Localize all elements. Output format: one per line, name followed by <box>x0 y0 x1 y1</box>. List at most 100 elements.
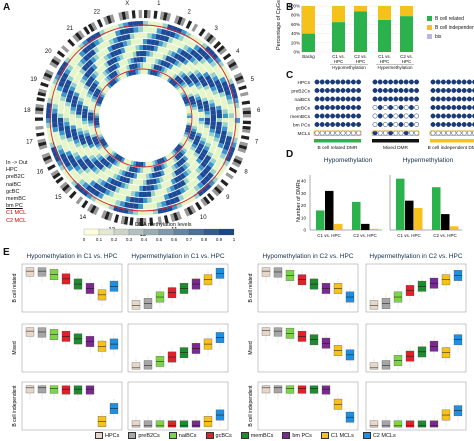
ideogram-band <box>35 120 44 125</box>
boxplot-box <box>61 385 71 395</box>
methylation-ring-cell <box>172 73 178 80</box>
methylation-ring-cell <box>181 192 189 200</box>
methylation-ring-cell <box>130 70 134 76</box>
methylation-ring-cell <box>86 51 93 59</box>
methylation-ring-cell <box>139 179 143 185</box>
methylation-ring-cell <box>76 121 82 126</box>
cpg-circle <box>451 130 457 136</box>
cpg-circle <box>446 113 452 119</box>
methylation-ring-cell <box>198 114 204 118</box>
ideogram-band <box>198 28 206 37</box>
methylation-ring-cell <box>72 135 79 141</box>
methylation-ring-cell <box>85 184 93 192</box>
ideogram-band <box>66 188 75 197</box>
methylation-ring-cell <box>217 142 224 149</box>
methylation-ring-cell <box>214 79 221 86</box>
methylation-ring-cell <box>148 173 153 179</box>
boxplot-frame <box>21 263 123 313</box>
methylation-ring-cell <box>160 59 165 66</box>
cpg-circle <box>345 113 351 119</box>
chromosome-label: 22 <box>93 10 100 16</box>
methylation-ring-cell <box>189 84 196 91</box>
methylation-ring-cell <box>206 151 214 158</box>
panelD-ytick: 40 <box>301 179 307 184</box>
cpg-circle <box>403 113 409 119</box>
methylation-ring-cell <box>64 105 71 111</box>
panelD-bar <box>325 190 334 230</box>
methylation-ring-cell <box>74 64 81 72</box>
methylation-ring-cell <box>99 72 106 79</box>
methylation-ring-cell <box>192 118 198 121</box>
methylation-ring-cell <box>214 56 222 65</box>
methylation-ring-cell <box>106 59 113 67</box>
methylation-ring-cell <box>166 153 172 160</box>
methylation-ring-cell <box>139 57 143 63</box>
methylation-ring-cell <box>204 118 211 122</box>
cpg-circle <box>430 88 436 93</box>
panelB-bar-segment <box>332 6 345 23</box>
boxplot-legend-item: bm PCs <box>282 432 312 439</box>
methylation-ring-cell <box>195 72 203 79</box>
sample-legend-item: C2 MCL <box>6 217 27 224</box>
methylation-ring-cell <box>74 74 82 82</box>
ideogram-band <box>242 125 251 130</box>
methylation-ring-cell <box>91 63 98 71</box>
panelD-title: Hypomethylation <box>324 157 373 164</box>
ideogram-band <box>194 201 203 211</box>
cpg-circle <box>330 88 336 93</box>
methylation-ring-cell <box>171 38 178 46</box>
methylation-ring-cell <box>79 68 86 75</box>
cpg-circle <box>446 79 452 85</box>
cpg-circle <box>388 88 394 93</box>
methylation-ring-cell <box>216 118 222 123</box>
ideogram-band <box>71 192 80 202</box>
chromosome-label: 20 <box>45 49 52 55</box>
methylation-ring-cell <box>188 135 195 141</box>
methylation-ring-cell <box>153 166 158 172</box>
methylation-ring-cell <box>81 65 89 72</box>
methylation-ring-cell <box>156 71 161 78</box>
methylation-ring-cell <box>84 81 92 88</box>
methylation-ring-cell <box>78 178 86 186</box>
chromosome-label: 6 <box>257 108 261 114</box>
methylation-ring-cell <box>176 54 183 62</box>
methylation-ring-cell <box>143 33 148 39</box>
ideogram-band <box>48 166 58 174</box>
chromosome-label: 3 <box>215 26 219 32</box>
methylation-ring-cell <box>172 81 178 88</box>
methylation-ring-cell <box>79 78 87 85</box>
cpg-circle <box>345 88 351 93</box>
cpg-circle <box>466 113 472 119</box>
methylation-ring-cell <box>177 87 183 93</box>
cpg-circle <box>435 122 441 127</box>
methylation-ring-cell <box>115 55 121 62</box>
methylation-ring-cell <box>64 101 71 107</box>
methylation-ring-cell <box>120 157 126 163</box>
ideogram-band <box>191 23 199 33</box>
ideogram-band <box>230 164 239 171</box>
methylation-ring-cell <box>100 81 106 87</box>
ideogram-band <box>201 30 209 39</box>
methylation-ring-cell <box>201 133 208 139</box>
legend-label: naiBCs <box>178 432 197 439</box>
methylation-ring-cell <box>82 174 90 182</box>
methylation-ring-cell <box>134 63 138 69</box>
methylation-ring-cell <box>179 49 187 57</box>
methylation-ring-cell <box>179 166 186 173</box>
methylation-ring-cell <box>145 57 150 63</box>
methylation-ring-cell <box>70 128 77 134</box>
methylation-ring-cell <box>98 65 105 73</box>
ideogram-band <box>234 75 244 82</box>
methylation-ring-cell <box>82 126 89 131</box>
methylation-ring-cell <box>196 47 204 55</box>
methylation-ring-cell <box>77 81 85 88</box>
cpg-circle <box>398 96 404 102</box>
methylation-ring-cell <box>173 196 181 203</box>
boxplot-box <box>285 385 295 394</box>
methylation-ring-cell <box>186 115 192 118</box>
methylation-ring-cell <box>183 133 189 138</box>
methylation-ring-cell <box>192 192 201 200</box>
colorbar-tick: 0.6 <box>171 237 178 242</box>
panelD-bar <box>405 200 414 230</box>
